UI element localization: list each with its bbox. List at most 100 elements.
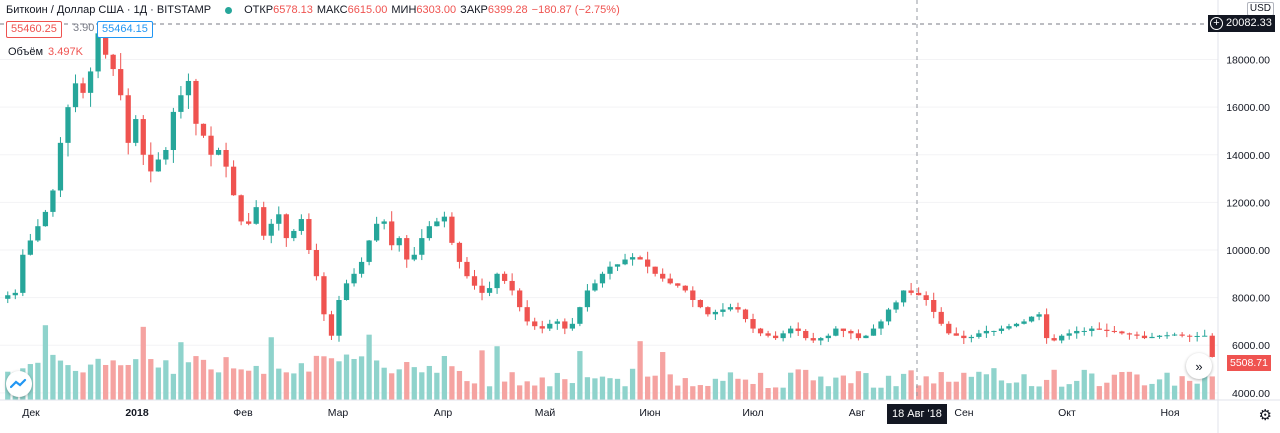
volume-bar (1164, 372, 1170, 400)
candle-body (87, 71, 94, 93)
volume-bar (389, 373, 395, 400)
currency-button[interactable]: USD (1246, 2, 1274, 16)
candle-body (577, 307, 583, 324)
time-tick-label: Апр (434, 407, 453, 419)
volume-bar (795, 369, 801, 400)
volume-bar (908, 370, 914, 400)
candle-body (1179, 334, 1185, 336)
time-tick-label: Июн (639, 407, 660, 419)
candle-body (65, 107, 71, 143)
volume-bar (622, 386, 628, 400)
volume-bar (381, 367, 387, 400)
candle-body (1202, 335, 1208, 337)
candle-body (863, 335, 869, 339)
candle-body (133, 119, 139, 143)
candle-body (27, 240, 33, 255)
candle-body (1021, 321, 1027, 324)
candle-body (261, 207, 267, 236)
volume-bar (50, 354, 56, 400)
volume-bar (953, 381, 959, 400)
candle-body (554, 321, 560, 324)
crosshair-price-label: + 20082.33 (1208, 15, 1275, 32)
price-tick-label: 4000.00 (1232, 388, 1270, 400)
sell-price-button[interactable]: 55460.25 (6, 21, 62, 38)
candle-body (328, 314, 335, 336)
candle-body (885, 309, 892, 322)
volume-bar (1074, 380, 1080, 400)
candle-body (110, 54, 116, 70)
volume-bar (735, 378, 741, 400)
volume-bar (1104, 382, 1110, 400)
candle-body (494, 273, 500, 289)
candle-body (419, 238, 425, 255)
volume-bar (215, 372, 222, 400)
candle-body (652, 266, 658, 274)
volume-bar (509, 372, 515, 400)
volume-bar (35, 362, 41, 400)
volume-bar (645, 376, 651, 400)
price-tick-label: 14000.00 (1226, 150, 1270, 162)
candle-body (434, 221, 440, 227)
volume-bar (434, 372, 440, 400)
volume-bar (652, 375, 658, 400)
candle-body (238, 195, 244, 222)
price-tick-label: 6000.00 (1232, 340, 1270, 352)
candle-body (486, 288, 493, 293)
candle-body (102, 33, 109, 55)
scroll-to-realtime-button[interactable]: » (1186, 353, 1212, 379)
candle-body (1209, 335, 1215, 357)
volume-bar (80, 372, 86, 400)
volume-bar (742, 379, 749, 400)
candle-body (200, 123, 207, 136)
candle-body (343, 283, 350, 300)
logo-button[interactable] (6, 371, 32, 397)
low-value: 6303.00 (416, 4, 457, 16)
low-label: МИН (391, 4, 417, 16)
volume-bar (343, 354, 350, 400)
volume-bar (599, 376, 606, 400)
volume-bar (479, 350, 485, 400)
candle-body (562, 321, 568, 329)
symbol-title[interactable]: Биткоин / Доллар США · 1Д · BITSTAMP (6, 4, 212, 16)
volume-bar (750, 383, 756, 400)
candle-body (215, 150, 222, 155)
candle-body (938, 311, 944, 324)
chart-legend: Биткоин / Доллар США · 1Д · BITSTAMP ОТК… (6, 2, 624, 18)
volume-bar (1194, 383, 1200, 400)
double-chevron-right-icon: » (1195, 358, 1203, 374)
candle-body (148, 154, 154, 172)
volume-bar (306, 371, 312, 400)
candle-body (373, 223, 380, 241)
candle-body (825, 335, 831, 339)
volume-bar (366, 334, 372, 400)
close-value: 6399.28 (487, 4, 528, 16)
volume-bar (1179, 376, 1185, 400)
volume-bar (163, 360, 169, 400)
volume-bar (810, 380, 816, 400)
volume-bar (938, 372, 944, 400)
volume-bar (238, 369, 244, 400)
volume-bar (1187, 380, 1193, 400)
candle-body (396, 238, 402, 246)
last-price-label: 5508.71 (1227, 355, 1271, 371)
high-value: 6615.00 (347, 4, 388, 16)
time-tick-label: Фев (233, 407, 253, 419)
gear-icon[interactable]: ⚙ (1258, 407, 1272, 424)
candle-body (968, 336, 974, 339)
volume-bar (486, 386, 493, 400)
volume-bar (411, 367, 417, 400)
buy-price-button[interactable]: 55464.15 (97, 21, 153, 38)
candle-body (976, 333, 982, 337)
crosshair-price-value: 20082.33 (1226, 17, 1272, 29)
volume-bar (637, 341, 643, 400)
plus-circle-icon[interactable]: + (1210, 17, 1223, 30)
volume-bar (57, 360, 64, 400)
candle-body (961, 335, 967, 339)
volume-bar (900, 373, 907, 400)
candle-body (389, 221, 395, 246)
candle-body (118, 69, 124, 96)
volume-bar (923, 376, 929, 400)
candle-body (464, 261, 470, 277)
volume-bar (577, 351, 583, 400)
